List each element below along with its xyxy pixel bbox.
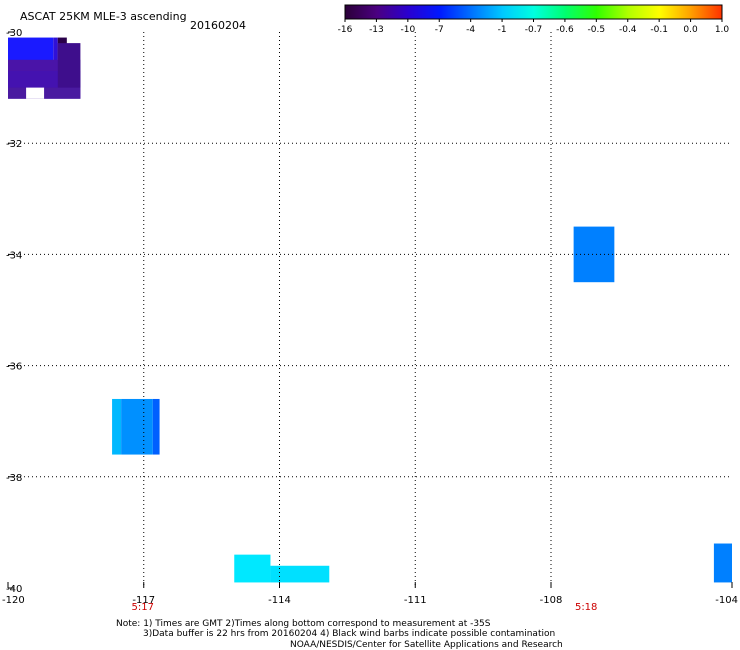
x-tick-label: -114 <box>268 595 291 606</box>
colorbar-segment <box>470 5 503 19</box>
x-axis-tick-labels: -120 -117 -114 -111 -108 -104 <box>2 595 738 606</box>
y-tick-label: -32 <box>6 139 22 150</box>
colorbar-label: -7 <box>435 25 444 35</box>
colorbar-label: -0.5 <box>588 25 606 35</box>
data-cell <box>57 43 81 88</box>
colorbar-segment <box>502 5 534 19</box>
colorbar-segment <box>564 5 597 19</box>
time-labels: 5:17 5:18 <box>132 602 598 613</box>
grid-lines <box>8 32 732 588</box>
colorbar-labels: -16 -13 -10 -7 -4 -1 -0.7 -0.6 -0.5 -0.4 -0.1 0.0 1.… <box>338 25 730 35</box>
colorbar-label: -0.6 <box>556 25 574 35</box>
time-label: 5:17 <box>132 602 154 613</box>
colorbar-segment <box>596 5 629 19</box>
data-cell <box>234 554 271 583</box>
colorbar-label: -13 <box>369 25 384 35</box>
colorbar-label: -10 <box>400 25 415 35</box>
chart-date: 20160204 <box>190 19 246 32</box>
note-line-1: Note: 1) Times are GMT 2)Times along bot… <box>116 619 491 629</box>
colorbar-label: 0.0 <box>683 25 698 35</box>
colorbar-segment <box>690 5 723 19</box>
data-cell <box>8 87 27 99</box>
y-tick-label: -38 <box>6 473 22 484</box>
note-line-3: NOAA/NESDIS/Center for Satellite Applica… <box>290 640 563 650</box>
data-cell <box>713 543 732 583</box>
time-label: 5:18 <box>575 602 597 613</box>
colorbar-segment <box>345 5 377 19</box>
y-tick-label: -30 <box>6 28 22 39</box>
colorbar-label: -0.4 <box>619 25 637 35</box>
colorbar <box>344 4 723 22</box>
y-tick-label: -34 <box>6 250 22 261</box>
y-axis-tick-labels: -30 -32 -34 -36 -38 -40 <box>6 28 22 595</box>
colorbar-segment <box>627 5 660 19</box>
colorbar-label: -0.1 <box>650 25 668 35</box>
data-cell <box>112 398 122 455</box>
colorbar-label: -16 <box>338 25 353 35</box>
data-cell <box>152 398 160 455</box>
colorbar-label: -1 <box>498 25 507 35</box>
note-line-2: 3)Data buffer is 22 hrs from 20160204 4)… <box>143 629 555 639</box>
data-cell <box>26 87 45 99</box>
colorbar-label: -4 <box>466 25 475 35</box>
data-cell <box>270 565 330 583</box>
chart-title: ASCAT 25KM MLE-3 ascending <box>20 10 187 23</box>
colorbar-segment <box>659 5 692 19</box>
colorbar-label: 1.0 <box>715 25 730 35</box>
y-tick-label: -40 <box>6 584 22 595</box>
axis-ticks <box>7 31 733 589</box>
x-tick-label: -120 <box>2 595 25 606</box>
data-cell <box>121 398 153 455</box>
colorbar-label: -0.7 <box>525 25 543 35</box>
data-cell <box>53 37 58 77</box>
x-tick-label: -117 <box>132 595 155 606</box>
data-cell <box>44 87 81 99</box>
x-tick-label: -108 <box>540 595 563 606</box>
x-tick-label: -104 <box>715 595 738 606</box>
y-tick-label: -36 <box>6 362 22 373</box>
colorbar-segment <box>407 5 440 19</box>
colorbar-segment <box>439 5 472 19</box>
x-tick-label: -111 <box>404 595 427 606</box>
colorbar-segment <box>376 5 409 19</box>
colorbar-segment <box>533 5 566 19</box>
data-cells <box>8 37 732 583</box>
